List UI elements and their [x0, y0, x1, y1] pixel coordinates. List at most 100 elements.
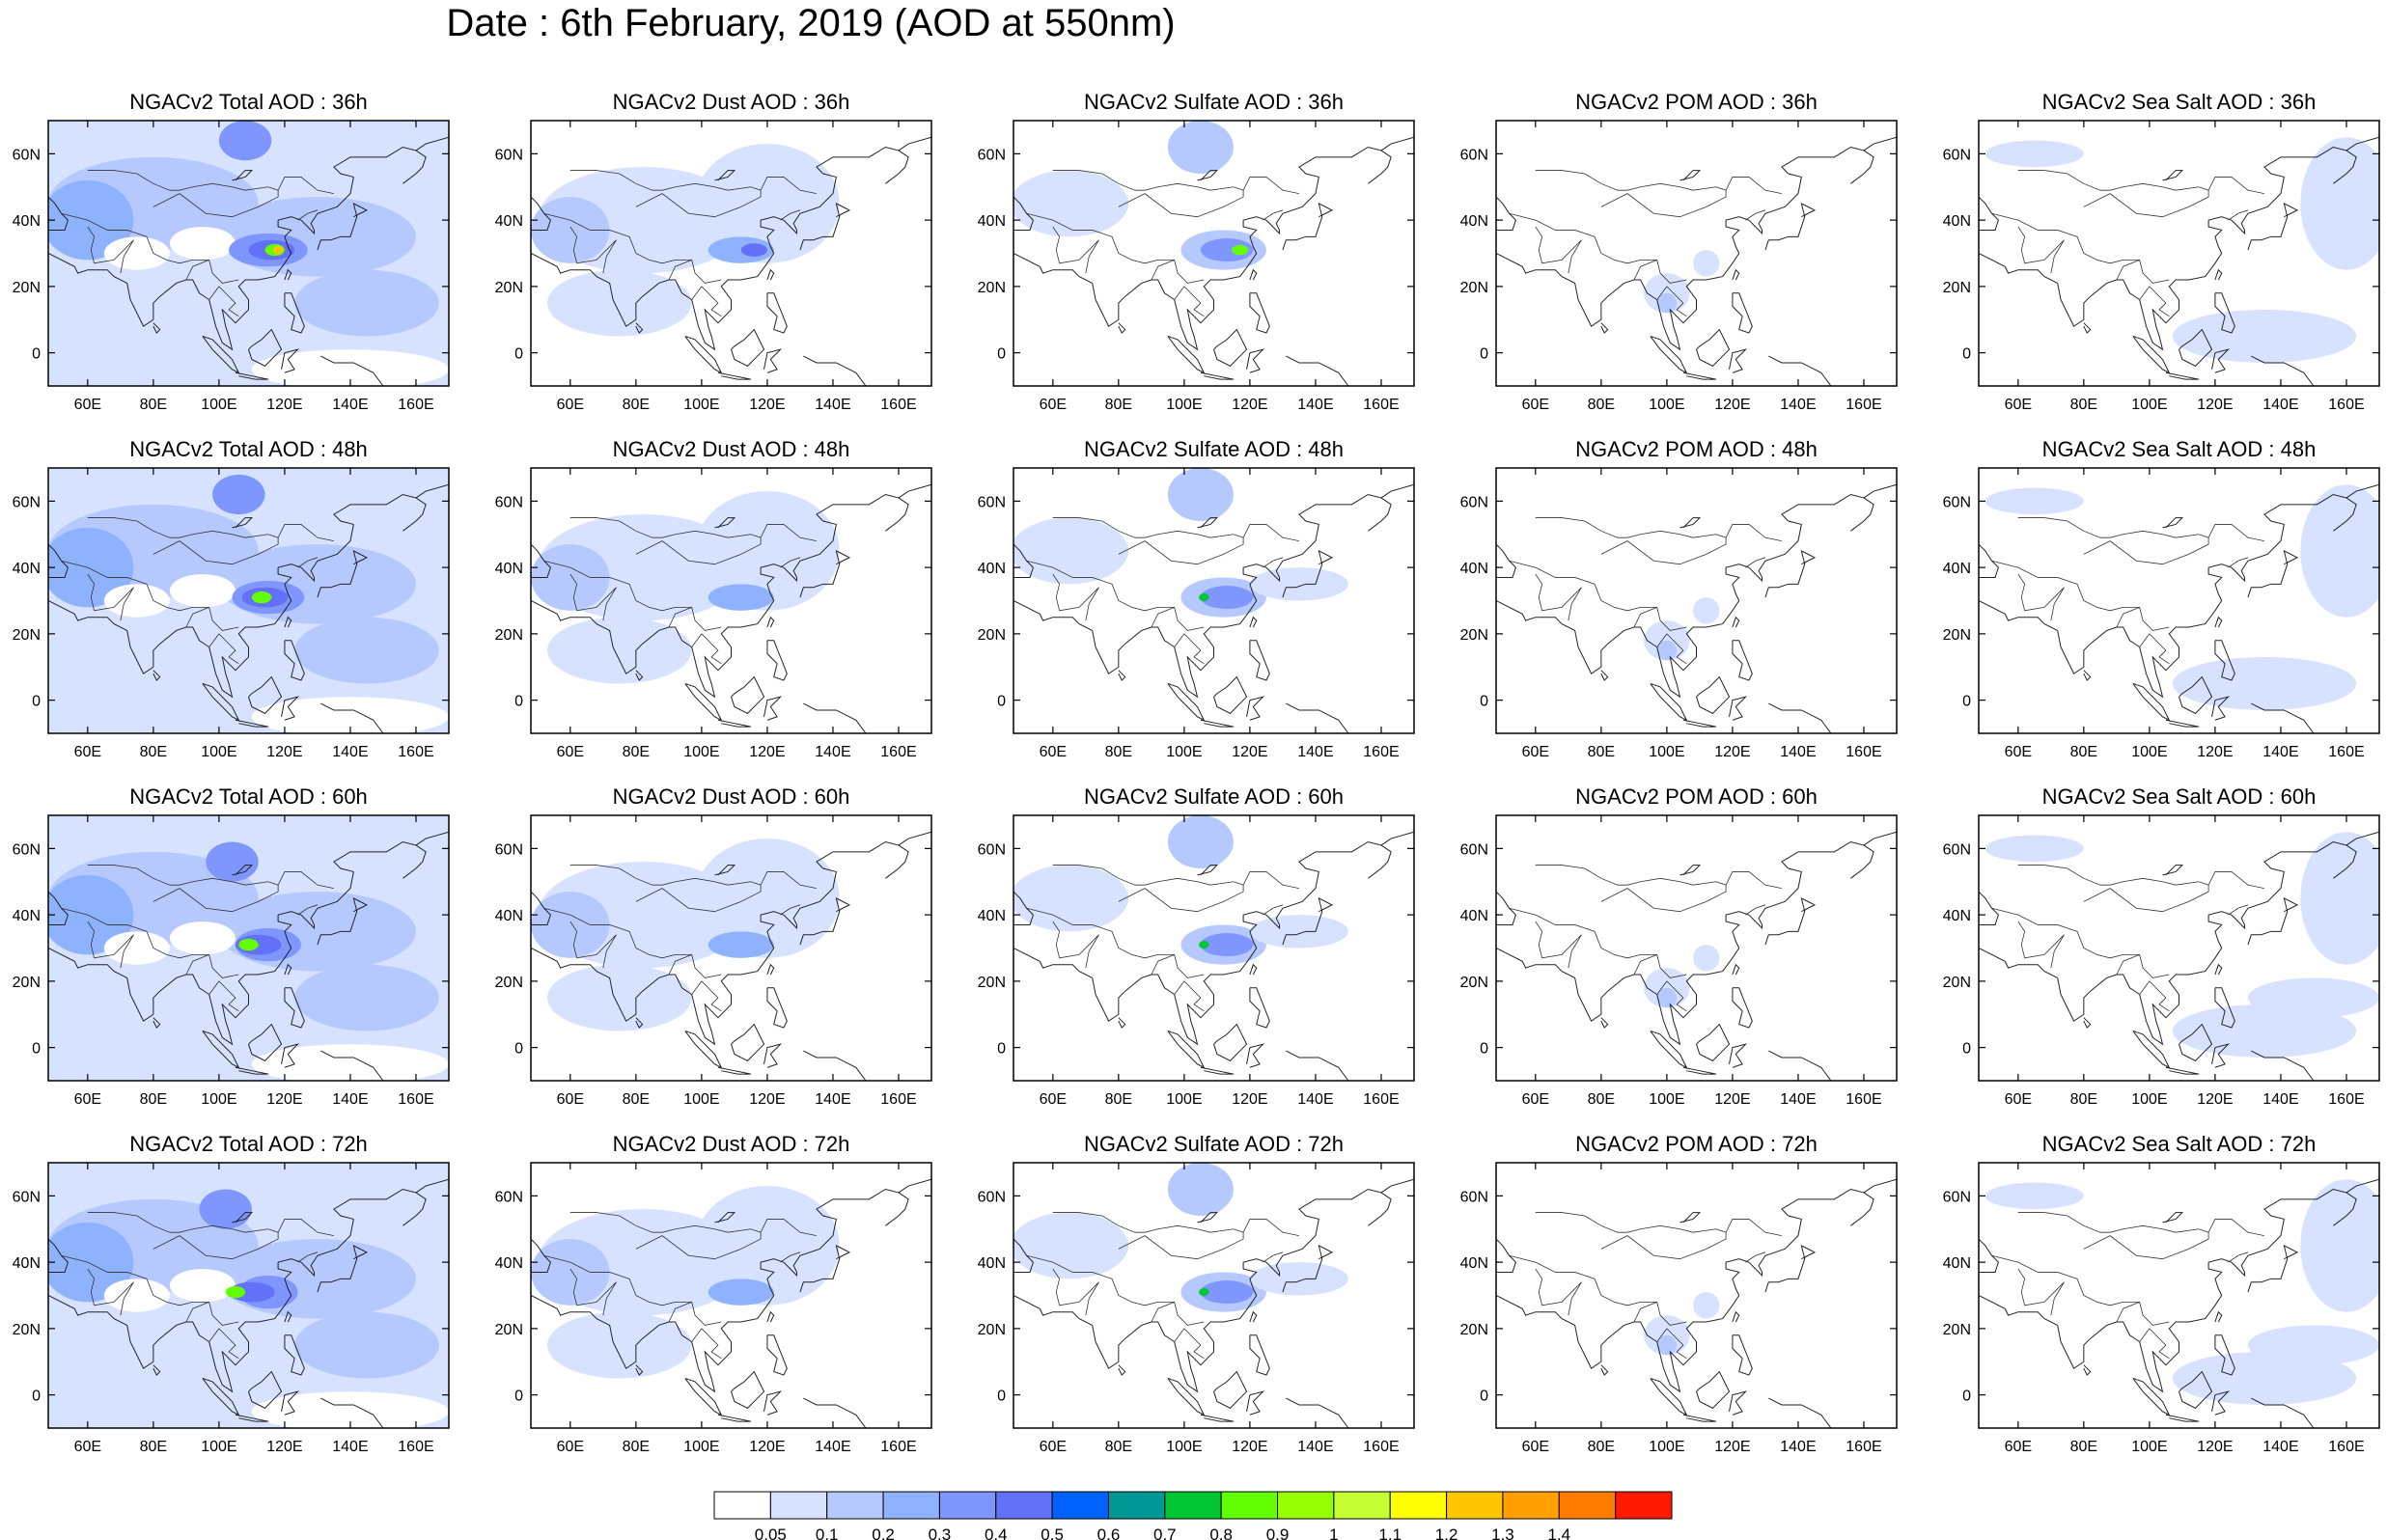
map-panel: NGACv2 Sulfate AOD : 72h 60E 80E 100E 120E 14… — [978, 1132, 1415, 1455]
colorbar-swatch — [1558, 1491, 1617, 1520]
panel-title: NGACv2 POM AOD : 72h — [1575, 1132, 1818, 1156]
x-tick-label: 140E — [815, 1091, 850, 1108]
panel-title: NGACv2 Sulfate AOD : 72h — [1084, 1132, 1344, 1156]
aod-shading — [547, 964, 692, 1031]
map-area — [48, 121, 449, 386]
panel-frame — [1978, 120, 2380, 387]
coastline — [1013, 136, 1414, 351]
x-tick-label: 100E — [1649, 1091, 1684, 1108]
map-panel: NGACv2 Sulfate AOD : 36h 60E 80E 100E 120E 14… — [978, 90, 1415, 413]
x-tick-label: 120E — [2197, 397, 2233, 413]
colorbar-label: 0.8 — [1209, 1526, 1233, 1540]
colorbar-label: 0.5 — [1041, 1526, 1064, 1540]
x-tick-label: 120E — [749, 744, 785, 760]
coastline — [202, 335, 240, 374]
coastline — [2179, 1023, 2213, 1061]
coastline — [317, 1244, 369, 1293]
colorbar-swatch — [769, 1491, 828, 1520]
country-border — [2050, 239, 2065, 274]
country-border — [668, 954, 692, 976]
aod-shading — [1985, 140, 2084, 168]
coastline — [2083, 1017, 2092, 1029]
y-tick-label: 60N — [13, 494, 41, 510]
coastline — [1600, 670, 1609, 681]
country-border — [1991, 560, 2170, 631]
country-border — [1568, 587, 1582, 621]
coastline — [1496, 891, 1516, 925]
coastline — [1764, 202, 1817, 251]
coastline — [803, 355, 867, 386]
country-border — [1151, 954, 1175, 976]
x-tick-label: 120E — [1714, 1439, 1750, 1455]
coastline — [1286, 1050, 1349, 1081]
country-border — [602, 587, 617, 621]
country-border — [2017, 573, 2065, 612]
map-area — [1979, 1163, 2379, 1428]
coastline — [531, 543, 551, 578]
x-tick-label: 160E — [880, 1091, 916, 1108]
colorbar-swatch — [1502, 1491, 1560, 1520]
y-tick-label: 40N — [978, 1255, 1006, 1272]
x-tick-label: 100E — [1166, 1439, 1202, 1455]
x-tick-label: 120E — [2197, 1439, 2233, 1455]
panel-title: NGACv2 Dust AOD : 60h — [613, 784, 850, 809]
x-tick-label: 160E — [1846, 744, 1881, 760]
country-border — [635, 885, 762, 913]
country-border — [1026, 212, 1205, 284]
country-border — [1656, 1328, 1687, 1360]
aod-shading — [1167, 1163, 1234, 1216]
country-border — [569, 170, 818, 195]
panel-title: NGACv2 Dust AOD : 72h — [613, 1132, 850, 1156]
colorbar-label: 0.9 — [1266, 1526, 1290, 1540]
aod-shading — [103, 931, 170, 965]
country-border — [1174, 980, 1205, 1012]
x-tick-label: 60E — [74, 1439, 101, 1455]
aod-shading — [238, 938, 259, 951]
colorbar-swatch — [938, 1491, 997, 1520]
y-tick-label: 40N — [13, 213, 41, 230]
panel-frame — [530, 1162, 932, 1429]
coastline — [1368, 497, 1392, 532]
x-tick-label: 120E — [749, 1439, 785, 1455]
country-border — [668, 260, 692, 281]
country-border — [297, 557, 319, 568]
country-border — [1263, 904, 1284, 916]
country-border — [1600, 1232, 1727, 1260]
aod-shading — [2300, 1179, 2379, 1312]
colorbar-swatch — [995, 1491, 1053, 1520]
x-tick-label: 140E — [332, 1439, 368, 1455]
coastline — [1246, 696, 1265, 721]
aod-shading — [48, 179, 134, 261]
y-tick-label: 20N — [13, 280, 41, 296]
coastline — [320, 702, 384, 733]
x-tick-label: 140E — [1780, 1439, 1816, 1455]
coastline — [2132, 1030, 2171, 1069]
y-tick-label: 20N — [1460, 975, 1488, 991]
panel-title: NGACv2 Total AOD : 48h — [129, 437, 368, 461]
map-panel: NGACv2 Dust AOD : 48h 60E 80E 100E 120E 140E 1… — [495, 437, 932, 760]
map-panel: NGACv2 Dust AOD : 60h 60E 80E 100E 120E 140E 1… — [495, 784, 932, 1108]
country-border — [780, 557, 801, 568]
aod-shading — [547, 617, 692, 684]
y-tick-label: 60N — [1943, 1189, 1971, 1205]
aod-shading — [103, 236, 170, 270]
country-border — [691, 1328, 722, 1360]
panel-frame — [47, 467, 450, 734]
country-border — [1026, 560, 1205, 631]
colorbar-label: 0.3 — [929, 1526, 952, 1540]
coastline — [1682, 719, 1717, 728]
country-border — [2116, 1302, 2140, 1323]
country-border — [1085, 1281, 1099, 1316]
country-border — [569, 517, 818, 542]
coastline — [317, 549, 369, 598]
aod-shading — [103, 584, 170, 618]
coastline — [1249, 640, 1270, 681]
x-tick-label: 140E — [2262, 1091, 2298, 1108]
aod-shading — [251, 1391, 449, 1428]
coastline — [2083, 670, 2092, 681]
panel-frame — [47, 814, 450, 1082]
y-tick-label: 0 — [32, 346, 41, 363]
aod-shading — [2300, 832, 2379, 965]
country-border — [208, 286, 239, 317]
coastline — [1850, 150, 1874, 184]
